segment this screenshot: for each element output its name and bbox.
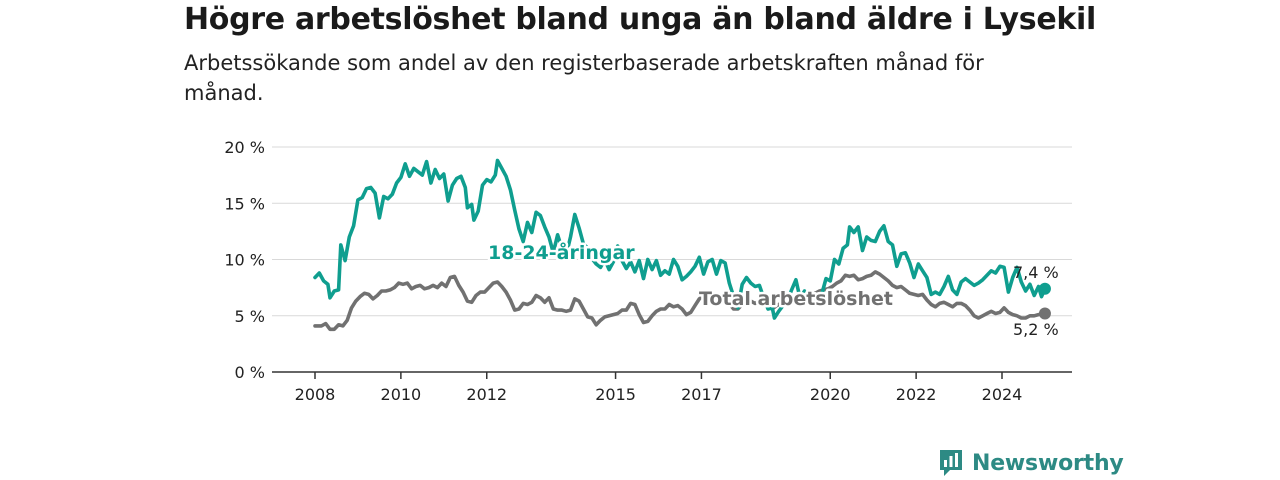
x-tick-label: 2024	[982, 385, 1023, 404]
grid-lines	[272, 146, 1072, 317]
x-tick-label: 2022	[896, 385, 937, 404]
y-tick-label: 5 %	[235, 307, 265, 326]
series-name-label: 18-24-åringar	[488, 240, 635, 264]
brand-name: Newsworthy	[972, 450, 1124, 476]
x-axis: 2008 2010 2012 2015 2017 2020 2022 2024	[272, 371, 1072, 404]
y-tick-label: 0 %	[235, 363, 265, 382]
y-axis-ticks: 0 % 5 % 10 % 15 % 20 %	[224, 138, 265, 382]
bar-chart-speech-bubble-icon	[940, 450, 962, 476]
series-name-label: Total arbetslöshet	[699, 288, 893, 310]
series-labels: 18-24-åringar Total arbetslöshet 7,4 % 5,2 …	[486, 238, 1059, 340]
x-tick-label: 2015	[595, 385, 636, 404]
series-end-point	[1038, 307, 1051, 320]
series-line	[313, 158, 1047, 320]
y-tick-label: 20 %	[224, 138, 265, 157]
x-tick-label: 2020	[810, 385, 851, 404]
series-lines	[313, 158, 1051, 332]
x-tick-label: 2017	[681, 385, 722, 404]
series-end-point	[1038, 282, 1051, 295]
chart-title: Högre arbetslöshet bland unga än bland ä…	[184, 2, 1097, 37]
series-line	[313, 270, 1047, 332]
y-tick-label: 10 %	[224, 251, 265, 270]
chart-subtitle: Arbetssökande som andel av den registerb…	[184, 51, 984, 105]
line-chart: 0 %5 %10 %15 %20 % 2008 2010 2012 2015 2017 2…	[224, 138, 1072, 404]
x-tick-label: 2008	[295, 385, 336, 404]
y-tick-label: 15 %	[224, 194, 265, 213]
brand-logo: Newsworthy	[938, 448, 1124, 478]
x-tick-label: 2012	[466, 385, 507, 404]
series-end-value-label: 7,4 %	[1013, 263, 1059, 282]
x-tick-label: 2010	[381, 385, 422, 404]
series-end-value-label: 5,2 %	[1013, 320, 1059, 339]
